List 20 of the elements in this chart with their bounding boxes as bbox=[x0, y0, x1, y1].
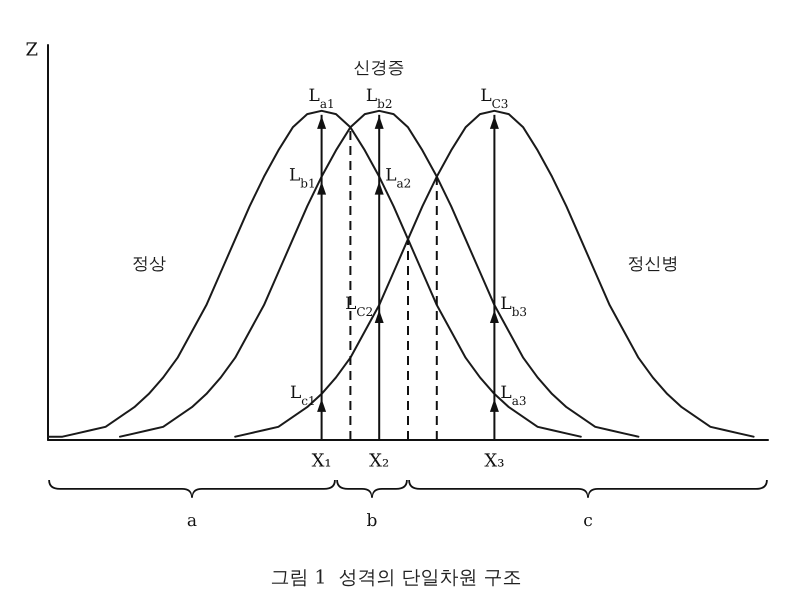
annotation: L$_{a3}$ bbox=[500, 382, 526, 408]
x-tick-label: X₂ bbox=[369, 450, 390, 472]
text: 정상 bbox=[132, 254, 166, 274]
x-tick-label: X₃ bbox=[484, 450, 504, 472]
annotation: L$_{C2}$ bbox=[345, 294, 374, 320]
annotation: L$_{c1}$ bbox=[290, 382, 316, 408]
text: 신경증 bbox=[354, 58, 405, 78]
text: 그림 1 성격의 단일차원 구조 bbox=[270, 566, 522, 588]
annotation: L$_{C3}$ bbox=[480, 86, 508, 111]
annotation: L$_{b2}$ bbox=[366, 86, 393, 111]
annotation: L$_{a2}$ bbox=[385, 166, 412, 191]
y-axis-title: Z bbox=[25, 40, 38, 60]
annotation: L$_{b3}$ bbox=[500, 294, 528, 320]
annotation: L$_{b1}$ bbox=[288, 166, 316, 191]
text: a bbox=[186, 511, 198, 531]
series-label: 정신병 bbox=[627, 254, 678, 274]
text: c bbox=[583, 511, 593, 531]
text: b bbox=[366, 511, 378, 531]
x-tick-label: X₁ bbox=[312, 450, 332, 472]
annotation: L$_{a1}$ bbox=[308, 86, 335, 111]
